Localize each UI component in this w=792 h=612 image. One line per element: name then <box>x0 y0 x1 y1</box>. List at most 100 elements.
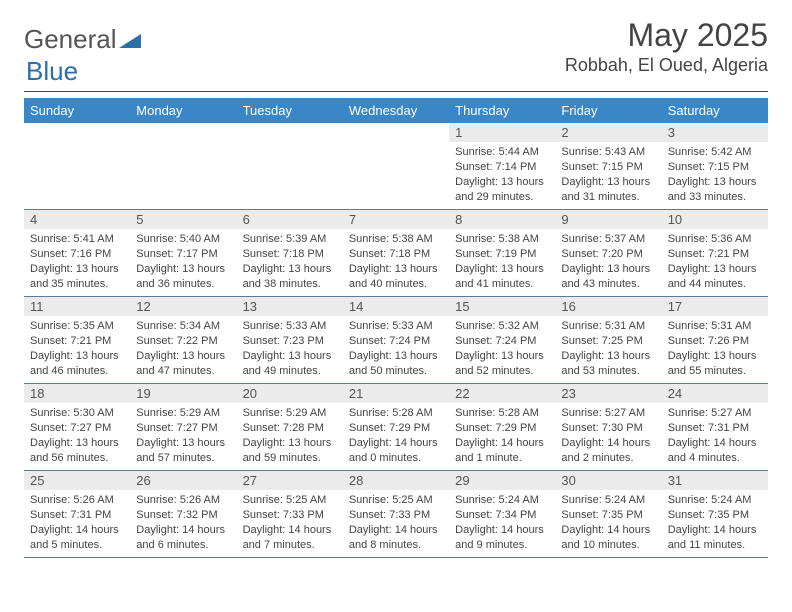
day-number: 5 <box>130 210 236 229</box>
day-line-ss: Sunset: 7:22 PM <box>136 334 230 349</box>
day-line-d2: and 2 minutes. <box>561 451 655 466</box>
day-line-d2: and 43 minutes. <box>561 277 655 292</box>
day-details: Sunrise: 5:41 AMSunset: 7:16 PMDaylight:… <box>24 229 130 295</box>
day-details: Sunrise: 5:31 AMSunset: 7:25 PMDaylight:… <box>555 316 661 382</box>
weekday-header: Tuesday <box>237 98 343 123</box>
calendar-day-cell: 8Sunrise: 5:38 AMSunset: 7:19 PMDaylight… <box>449 210 555 297</box>
day-details: Sunrise: 5:33 AMSunset: 7:24 PMDaylight:… <box>343 316 449 382</box>
day-details: Sunrise: 5:26 AMSunset: 7:32 PMDaylight:… <box>130 490 236 556</box>
weekday-header: Saturday <box>662 98 768 123</box>
day-line-ss: Sunset: 7:28 PM <box>243 421 337 436</box>
calendar-day-cell <box>343 123 449 210</box>
day-number: 25 <box>24 471 130 490</box>
day-details: Sunrise: 5:38 AMSunset: 7:18 PMDaylight:… <box>343 229 449 295</box>
day-line-d1: Daylight: 13 hours <box>136 436 230 451</box>
day-line-sr: Sunrise: 5:24 AM <box>455 493 549 508</box>
day-line-d2: and 31 minutes. <box>561 190 655 205</box>
day-line-ss: Sunset: 7:25 PM <box>561 334 655 349</box>
day-line-d1: Daylight: 13 hours <box>668 175 762 190</box>
day-line-ss: Sunset: 7:30 PM <box>561 421 655 436</box>
day-details: Sunrise: 5:32 AMSunset: 7:24 PMDaylight:… <box>449 316 555 382</box>
day-details: Sunrise: 5:39 AMSunset: 7:18 PMDaylight:… <box>237 229 343 295</box>
day-line-d1: Daylight: 13 hours <box>561 349 655 364</box>
day-line-d1: Daylight: 13 hours <box>30 349 124 364</box>
weekday-header: Sunday <box>24 98 130 123</box>
day-line-d2: and 57 minutes. <box>136 451 230 466</box>
day-line-sr: Sunrise: 5:41 AM <box>30 232 124 247</box>
day-details: Sunrise: 5:24 AMSunset: 7:34 PMDaylight:… <box>449 490 555 556</box>
day-number: 2 <box>555 123 661 142</box>
day-number: 21 <box>343 384 449 403</box>
day-details: Sunrise: 5:36 AMSunset: 7:21 PMDaylight:… <box>662 229 768 295</box>
day-line-ss: Sunset: 7:23 PM <box>243 334 337 349</box>
day-number: 1 <box>449 123 555 142</box>
day-details: Sunrise: 5:29 AMSunset: 7:28 PMDaylight:… <box>237 403 343 469</box>
day-line-d2: and 53 minutes. <box>561 364 655 379</box>
calendar-day-cell: 19Sunrise: 5:29 AMSunset: 7:27 PMDayligh… <box>130 384 236 471</box>
day-number: 10 <box>662 210 768 229</box>
day-line-sr: Sunrise: 5:24 AM <box>668 493 762 508</box>
day-line-ss: Sunset: 7:29 PM <box>455 421 549 436</box>
calendar-day-cell: 13Sunrise: 5:33 AMSunset: 7:23 PMDayligh… <box>237 297 343 384</box>
day-details: Sunrise: 5:35 AMSunset: 7:21 PMDaylight:… <box>24 316 130 382</box>
calendar-day-cell: 27Sunrise: 5:25 AMSunset: 7:33 PMDayligh… <box>237 471 343 558</box>
day-line-d2: and 0 minutes. <box>349 451 443 466</box>
day-line-d2: and 50 minutes. <box>349 364 443 379</box>
weekday-header: Thursday <box>449 98 555 123</box>
calendar-day-cell: 20Sunrise: 5:29 AMSunset: 7:28 PMDayligh… <box>237 384 343 471</box>
day-line-ss: Sunset: 7:33 PM <box>243 508 337 523</box>
day-line-d1: Daylight: 13 hours <box>136 262 230 277</box>
day-line-d1: Daylight: 13 hours <box>349 349 443 364</box>
calendar-day-cell: 29Sunrise: 5:24 AMSunset: 7:34 PMDayligh… <box>449 471 555 558</box>
day-line-ss: Sunset: 7:35 PM <box>561 508 655 523</box>
day-line-d1: Daylight: 13 hours <box>30 262 124 277</box>
day-line-sr: Sunrise: 5:31 AM <box>561 319 655 334</box>
day-details: Sunrise: 5:24 AMSunset: 7:35 PMDaylight:… <box>555 490 661 556</box>
day-line-d2: and 29 minutes. <box>455 190 549 205</box>
calendar-day-cell: 22Sunrise: 5:28 AMSunset: 7:29 PMDayligh… <box>449 384 555 471</box>
brand-part1: General <box>24 24 117 55</box>
day-line-d1: Daylight: 13 hours <box>30 436 124 451</box>
day-number: 28 <box>343 471 449 490</box>
calendar-day-cell: 11Sunrise: 5:35 AMSunset: 7:21 PMDayligh… <box>24 297 130 384</box>
day-line-sr: Sunrise: 5:43 AM <box>561 145 655 160</box>
day-line-sr: Sunrise: 5:26 AM <box>136 493 230 508</box>
page-subtitle: Robbah, El Oued, Algeria <box>565 55 768 76</box>
day-line-sr: Sunrise: 5:32 AM <box>455 319 549 334</box>
day-line-d1: Daylight: 14 hours <box>561 523 655 538</box>
calendar-day-cell: 4Sunrise: 5:41 AMSunset: 7:16 PMDaylight… <box>24 210 130 297</box>
day-number: 29 <box>449 471 555 490</box>
calendar-day-cell: 3Sunrise: 5:42 AMSunset: 7:15 PMDaylight… <box>662 123 768 210</box>
day-line-ss: Sunset: 7:24 PM <box>349 334 443 349</box>
day-line-sr: Sunrise: 5:38 AM <box>455 232 549 247</box>
day-line-d1: Daylight: 13 hours <box>455 262 549 277</box>
calendar-day-cell: 18Sunrise: 5:30 AMSunset: 7:27 PMDayligh… <box>24 384 130 471</box>
day-number: 13 <box>237 297 343 316</box>
weekday-header: Monday <box>130 98 236 123</box>
day-details: Sunrise: 5:34 AMSunset: 7:22 PMDaylight:… <box>130 316 236 382</box>
day-line-sr: Sunrise: 5:42 AM <box>668 145 762 160</box>
day-details: Sunrise: 5:26 AMSunset: 7:31 PMDaylight:… <box>24 490 130 556</box>
day-line-d2: and 11 minutes. <box>668 538 762 553</box>
day-line-d2: and 5 minutes. <box>30 538 124 553</box>
day-line-d2: and 9 minutes. <box>455 538 549 553</box>
day-line-ss: Sunset: 7:31 PM <box>30 508 124 523</box>
day-line-ss: Sunset: 7:34 PM <box>455 508 549 523</box>
day-line-d1: Daylight: 14 hours <box>668 436 762 451</box>
weekday-header: Wednesday <box>343 98 449 123</box>
calendar-day-cell: 28Sunrise: 5:25 AMSunset: 7:33 PMDayligh… <box>343 471 449 558</box>
day-line-ss: Sunset: 7:21 PM <box>668 247 762 262</box>
day-line-d1: Daylight: 14 hours <box>349 523 443 538</box>
title-rule <box>24 91 768 92</box>
day-line-d2: and 4 minutes. <box>668 451 762 466</box>
day-number: 3 <box>662 123 768 142</box>
day-details: Sunrise: 5:30 AMSunset: 7:27 PMDaylight:… <box>24 403 130 469</box>
calendar-day-cell: 30Sunrise: 5:24 AMSunset: 7:35 PMDayligh… <box>555 471 661 558</box>
day-line-d2: and 55 minutes. <box>668 364 762 379</box>
day-line-d2: and 36 minutes. <box>136 277 230 292</box>
day-number: 18 <box>24 384 130 403</box>
day-line-sr: Sunrise: 5:24 AM <box>561 493 655 508</box>
day-line-sr: Sunrise: 5:29 AM <box>136 406 230 421</box>
brand-part2: Blue <box>26 56 78 86</box>
day-number: 20 <box>237 384 343 403</box>
